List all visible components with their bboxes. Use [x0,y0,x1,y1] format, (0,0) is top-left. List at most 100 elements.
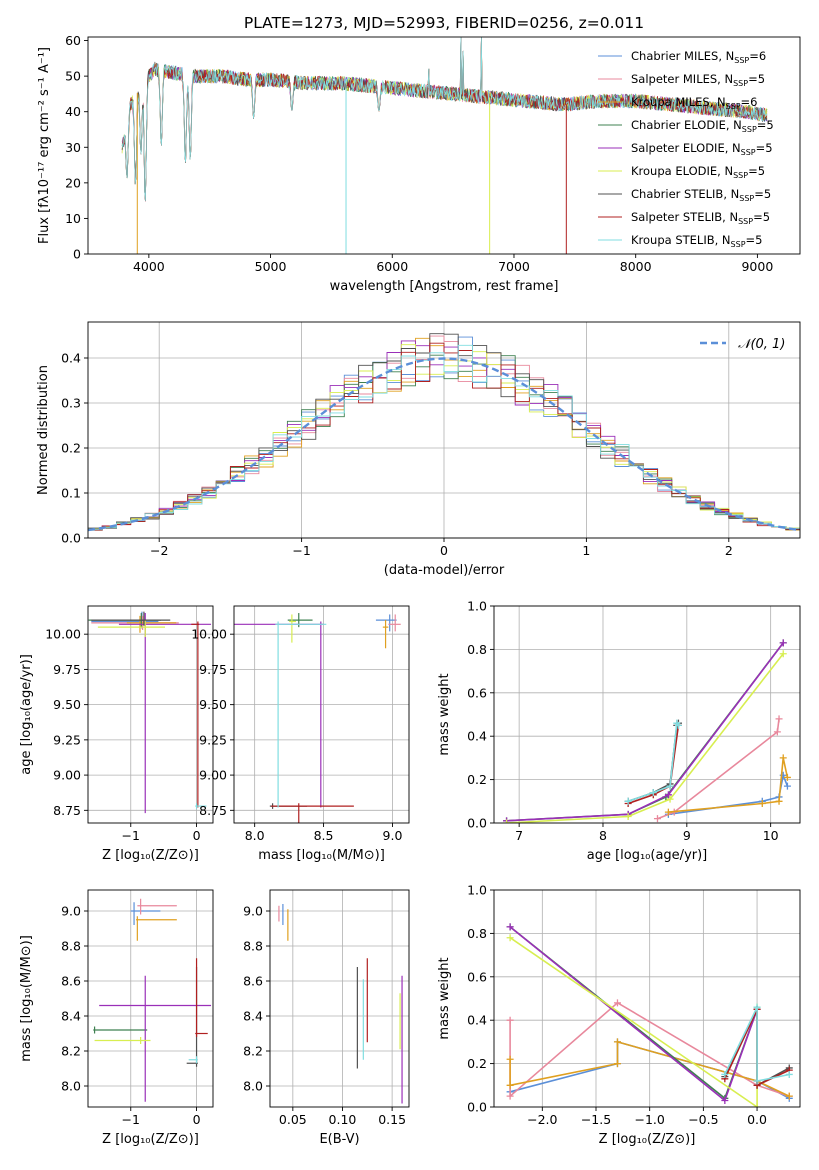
series-line [668,774,789,816]
y-tick-label: 50 [65,69,81,84]
series-point [758,799,766,807]
y-tick-label: 8.8 [243,939,263,954]
panels-group: 4000 5000 6000 7000 8000 90000102030405060wav… [19,33,801,1147]
y-tick-label: 30 [65,140,81,155]
x-tick-label: 0.10 [329,1112,357,1127]
series-line [724,1006,790,1082]
axes-frame [233,605,410,824]
y-tick-label: 0.0 [467,1100,487,1115]
plot-area-residuals [88,333,800,532]
x-tick-label: 1 [582,543,590,558]
y-tick-label: 8.6 [243,974,263,989]
series-point [773,728,781,736]
series-point [779,639,787,647]
y-tick-label: 0.3 [61,396,81,411]
series-line [509,926,758,1102]
x-tick-label: −1 [122,1112,140,1127]
series-line [506,642,784,822]
x-tick-label: 7 [515,828,523,843]
legend-entry: Chabrier ELODIE, NSSP=5 [631,118,774,134]
y-tick-label: 8.4 [61,1009,81,1024]
series-point [666,795,674,803]
histogram-series-step [88,333,800,531]
plot-area-mass-weight-vs-Z [506,923,793,1107]
y-tick-label: 9.0 [61,904,81,919]
y-tick-label: 8.6 [61,974,81,989]
series-point [506,1092,514,1100]
x-tick-label: 8.5 [314,828,334,843]
series-point [674,721,682,729]
x-axis-label: Z [log₁₀(Z/Z⊙)] [102,848,199,863]
series-point [664,791,672,799]
y-tick-label: 0.1 [61,486,81,501]
legend-entry: Salpeter STELIB, NSSP=5 [631,210,770,226]
series-line [627,725,680,805]
series-line [506,642,784,822]
y-tick-label: 9.75 [53,662,81,677]
y-tick-label: 40 [65,104,81,119]
spectrum-series-line [121,37,768,202]
plot-area-age-vs-mass [234,613,401,823]
x-tick-label: 10 [763,828,779,843]
series-point [613,1060,621,1068]
series-point [653,815,661,823]
y-tick-label: 0.0 [467,816,487,831]
y-axis-label: mass weight [437,957,452,1039]
legend-entry: Chabrier STELIB, NSSP=5 [631,187,771,203]
y-tick-label: 10.00 [191,627,227,642]
series-point [664,808,672,816]
panel-mass-weight-vs-Z: −2.0 −1.5 −1.0 −0.5 0.0 0.0 0.2 0.4 0.6 0.8 1.0 Z [… [437,883,801,1147]
panel-mass-weight-vs-age: 7 8 9 10 0.0 0.2 0.4 0.6 0.8 1.0 age [log₁₀(age/yr… [437,599,801,863]
y-tick-label: 9.00 [53,768,81,783]
panel-age-vs-mass: 8.0 8.5 9.0 8.75 9.00 9.25 9.50 9.75 10.00 mass [… [191,605,410,863]
series-point [503,819,511,823]
x-axis-label: Z [log₁₀(Z/Z⊙)] [599,1132,696,1147]
y-tick-label: 0.8 [467,642,487,657]
x-tick-label: −1 [122,828,140,843]
normal-curve [88,357,800,532]
y-tick-label: 10 [65,211,81,226]
series-point [506,1081,514,1089]
series-point [753,1003,761,1011]
x-tick-label: −0.5 [688,1112,718,1127]
panel-spectrum: 4000 5000 6000 7000 8000 9000 0 10 20 30 40 50 60 wav… [37,33,801,294]
series-point [753,1103,761,1107]
y-tick-label: 0.6 [467,685,487,700]
x-tick-label: 4000 [133,259,165,274]
spectrum-series-line [121,37,768,202]
series-point [649,789,657,797]
y-tick-label: 0 [73,247,81,262]
legend-entry: Kroupa MILES, NSSP=6 [631,95,757,111]
series-point [753,1077,761,1085]
panel-age-vs-Z: −1 0 8.75 9.00 9.25 9.50 9.75 10.00 Z [log₁₀(Z/Z… [19,605,214,863]
series-point [506,923,514,931]
y-tick-label: 1.0 [467,599,487,614]
plot-area-mass-weight-vs-age [503,639,791,823]
x-tick-label: 0 [440,543,448,558]
series-point [506,1016,514,1024]
series-point [613,1038,621,1046]
figure-title: PLATE=1273, MJD=52993, FIBERID=0256, z=0… [244,14,644,32]
series-point [783,773,791,781]
series-point [506,1055,514,1063]
series-point [721,1096,729,1104]
y-tick-label: 0.2 [467,772,487,787]
x-tick-label: 0 [193,1112,201,1127]
series-point [624,797,632,805]
legend-entry: Salpeter ELODIE, NSSP=5 [631,141,773,157]
series-point [785,1092,793,1100]
x-tick-label: −1 [292,543,310,558]
x-axis-label: mass [log₁₀(M/M⊙)] [258,848,385,863]
y-tick-label: 0.2 [467,1056,487,1071]
x-tick-label: 9000 [741,259,773,274]
y-tick-label: 9.0 [243,904,263,919]
x-tick-label: 6000 [376,259,408,274]
series-point [779,650,787,658]
x-axis-label: wavelength [Angstrom, rest frame] [330,279,559,294]
plot-area-mass-vs-Z [93,898,212,1102]
x-tick-label: 2 [725,543,733,558]
y-axis-label: mass weight [437,673,452,755]
series-line [668,757,789,813]
x-axis-label: Z [log₁₀(Z/Z⊙)] [102,1132,199,1147]
